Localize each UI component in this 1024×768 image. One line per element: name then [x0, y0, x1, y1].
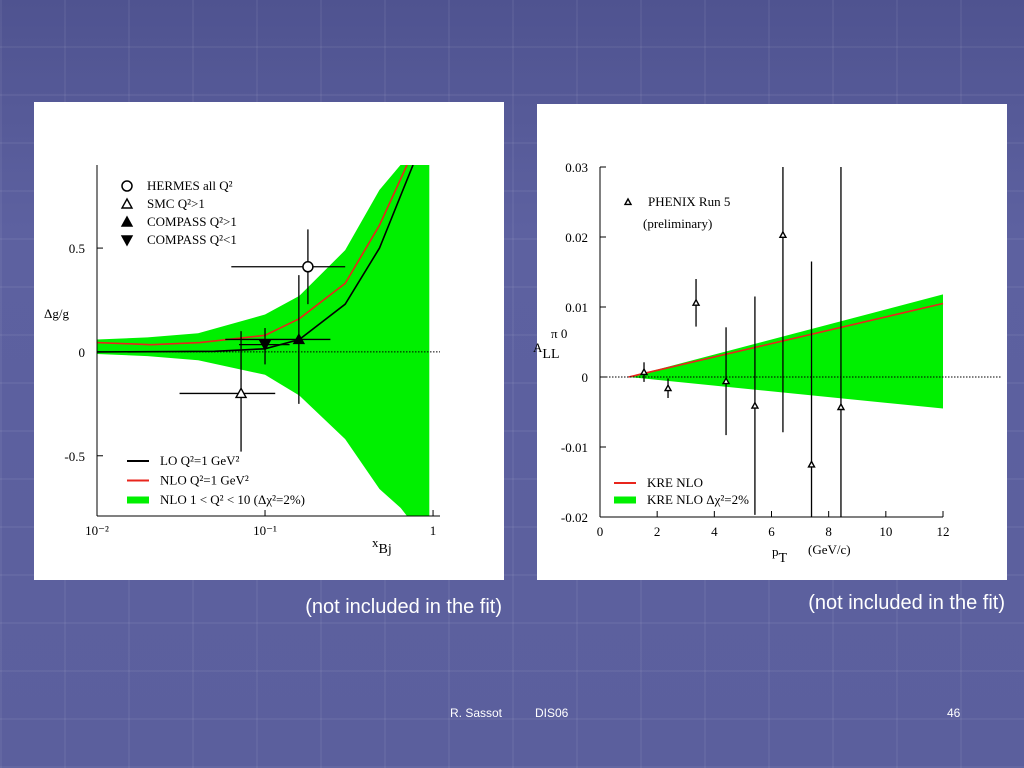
data-point: [807, 460, 816, 468]
x-tick-label: 10: [879, 524, 892, 539]
legend-marker: [623, 197, 633, 206]
y-tick-label: -0.5: [64, 449, 85, 464]
legend-label: HERMES all Q²: [147, 178, 233, 193]
x-axis-label-sub: T: [779, 551, 788, 566]
x-tick-label: 10⁻²: [85, 523, 109, 538]
legend-label: COMPASS Q²<1: [147, 232, 237, 247]
data-point: [778, 230, 788, 239]
legend-note: (preliminary): [643, 216, 712, 231]
data-point: [234, 387, 248, 399]
x-tick-label: 4: [711, 524, 718, 539]
legend-marker: [120, 197, 134, 209]
y-tick-label: 0.03: [565, 160, 588, 175]
legend-marker: [120, 235, 134, 247]
y-axis-label-main: A: [533, 340, 543, 355]
data-point: [258, 339, 272, 352]
legend-label: NLO Q²=1 GeV²: [160, 473, 249, 488]
y-tick-label: 0.01: [565, 300, 588, 315]
y-tick-label: 0: [582, 370, 589, 385]
x-tick-label: 1: [430, 523, 437, 538]
page-number: 46: [947, 706, 961, 720]
plot-area: [628, 167, 944, 517]
y-axis-label: ALL: [533, 340, 560, 362]
data-point: [302, 261, 314, 273]
legend-label: NLO 1 < Q² < 10 (Δχ²=2%): [160, 492, 305, 507]
footer-author: R. Sassot: [450, 706, 503, 720]
y-axis-label-sup: π 0: [551, 326, 567, 341]
x-axis-label-main: x: [372, 535, 379, 550]
x-tick-label: 2: [654, 524, 661, 539]
y-axis-label-sub: LL: [542, 347, 559, 362]
y-tick-label: 0.02: [565, 230, 588, 245]
legend-marker: [120, 215, 134, 227]
legend-label: KRE NLO: [647, 475, 703, 490]
data-point: [639, 367, 649, 376]
x-axis-unit: (GeV/c): [808, 542, 851, 557]
data-point: [663, 383, 673, 392]
legend-label: SMC Q²>1: [147, 196, 205, 211]
data-point: [836, 402, 846, 411]
data-point: [721, 376, 731, 385]
y-axis-label-main: Δg/g: [44, 306, 69, 321]
x-axis-label: pT: [772, 544, 788, 566]
theory-curve: [628, 302, 944, 378]
legend-label: COMPASS Q²>1: [147, 214, 237, 229]
x-tick-label: 10⁻¹: [253, 523, 277, 538]
caption: (not included in the fit): [808, 592, 1005, 614]
caption: (not included in the fit): [305, 596, 502, 618]
plot-area: [97, 165, 430, 516]
legend-label: KRE NLO Δχ²=2%: [647, 492, 749, 507]
x-axis-label-main: p: [772, 544, 779, 559]
x-tick-label: 0: [597, 524, 604, 539]
y-tick-label: 0: [79, 345, 86, 360]
y-axis-label: Δg/g: [44, 306, 69, 321]
x-axis-label-sub: Bj: [379, 542, 392, 557]
legend-label: PHENIX Run 5: [648, 194, 730, 209]
legend-label: LO Q²=1 GeV²: [160, 453, 239, 468]
y-tick-label: -0.01: [561, 440, 588, 455]
data-point: [292, 333, 306, 345]
y-tick-label: -0.02: [561, 510, 588, 525]
footer-event: DIS06: [535, 706, 569, 720]
legend-marker: [121, 180, 133, 192]
x-tick-label: 8: [825, 524, 832, 539]
x-tick-label: 12: [937, 524, 950, 539]
data-point: [750, 401, 760, 409]
x-axis-label: xBj: [372, 535, 392, 557]
theory-curve: [97, 165, 408, 346]
x-tick-label: 6: [768, 524, 775, 539]
uncertainty-band: [628, 294, 943, 409]
data-point: [691, 298, 701, 306]
y-tick-label: 0.5: [69, 241, 85, 256]
